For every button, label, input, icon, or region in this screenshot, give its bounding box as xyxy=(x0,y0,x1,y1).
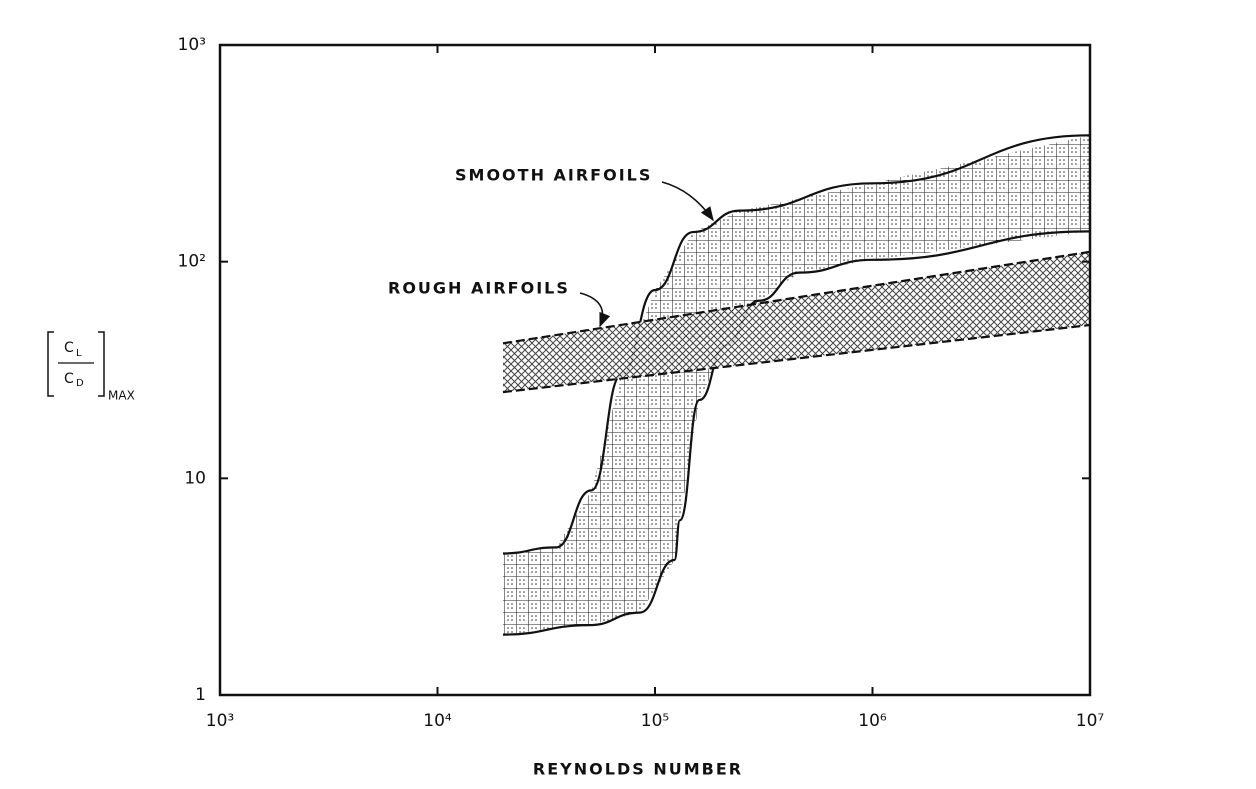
annotation-arrow xyxy=(661,181,714,222)
band-label: SMOOTH AIRFOILS xyxy=(455,166,652,185)
y-label-denominator: C xyxy=(64,371,74,387)
x-axis-label: REYNOLDS NUMBER xyxy=(533,760,743,779)
y-tick-label: 10 xyxy=(184,468,206,488)
band-edge xyxy=(502,230,1091,636)
band-edge xyxy=(502,250,1091,345)
x-tick-label: 10⁶ xyxy=(858,711,887,731)
band-label: ROUGH AIRFOILS xyxy=(388,279,570,298)
y-tick-label: 1 xyxy=(195,685,206,705)
band-edge xyxy=(502,134,1091,555)
x-tick-label: 10³ xyxy=(206,711,234,731)
x-tick-label: 10⁷ xyxy=(1076,711,1105,731)
band-fill xyxy=(502,251,1091,393)
y-label-numerator: C xyxy=(64,340,74,356)
y-label-subscript: MAX xyxy=(108,389,135,403)
band-edge xyxy=(502,323,1091,394)
y-label-denominator-sub: D xyxy=(76,378,84,389)
x-tick-label: 10⁵ xyxy=(641,711,669,731)
band-fill xyxy=(502,135,1091,635)
y-tick-label: 10³ xyxy=(178,35,206,55)
y-tick-label: 10² xyxy=(178,252,206,272)
y-label-numerator-sub: L xyxy=(76,348,82,359)
annotation-arrow xyxy=(579,292,611,328)
x-tick-label: 10⁴ xyxy=(423,711,452,731)
y-axis-label: C L C D MAX xyxy=(47,331,135,403)
